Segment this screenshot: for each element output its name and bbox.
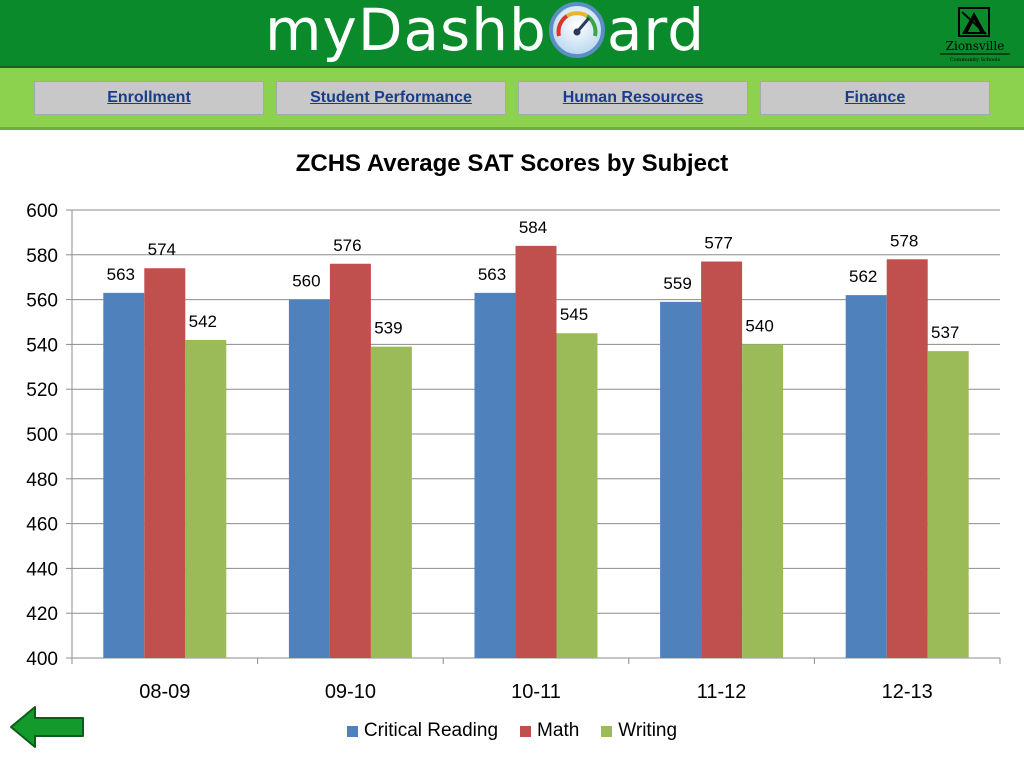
nav-finance[interactable]: Finance	[760, 81, 990, 115]
data-label-writing: 539	[374, 319, 402, 338]
legend-label-critical-reading: Critical Reading	[363, 720, 499, 741]
data-label-critical-reading: 562	[849, 267, 877, 286]
y-tick-label: 480	[26, 470, 58, 491]
logo-text-left: myDashb	[265, 0, 547, 64]
legend-item-critical-reading: Critical Reading	[346, 720, 499, 742]
data-label-critical-reading: 559	[663, 274, 691, 293]
y-tick-label: 560	[26, 291, 58, 312]
data-label-critical-reading: 563	[107, 265, 135, 284]
bar-math	[329, 263, 371, 658]
legend-swatch-writing	[601, 725, 613, 737]
x-tick-label: 11-12	[697, 681, 747, 703]
app-logo: myDashb ard	[265, 0, 705, 64]
y-tick-label: 580	[26, 246, 58, 267]
legend-item-math: Math	[520, 720, 579, 742]
bar-writing	[185, 339, 227, 658]
bar-math	[515, 245, 557, 658]
y-tick-label: 500	[26, 425, 58, 446]
bar-writing	[742, 344, 784, 658]
data-label-math: 576	[333, 236, 361, 255]
data-label-math: 578	[890, 231, 918, 250]
data-label-math: 574	[148, 240, 176, 259]
logo-text-right: ard	[606, 0, 706, 64]
legend-label-math: Math	[537, 720, 580, 741]
x-tick-label: 10-11	[511, 681, 561, 703]
x-tick-label: 09-10	[325, 681, 376, 703]
legend-swatch-critical-reading	[346, 725, 358, 737]
chart-legend: Critical Reading Math Writing	[0, 720, 1024, 742]
nav-human-resources[interactable]: Human Resources	[518, 81, 748, 115]
bar-critical-reading	[660, 301, 702, 658]
bar-critical-reading	[474, 292, 516, 658]
gauge-icon	[548, 2, 605, 58]
x-tick-label: 08-09	[139, 681, 190, 703]
y-tick-label: 520	[26, 380, 58, 401]
data-label-math: 584	[519, 218, 547, 237]
bar-critical-reading	[845, 295, 887, 658]
data-label-critical-reading: 563	[478, 265, 506, 284]
data-label-writing: 542	[189, 312, 217, 331]
bar-math	[144, 268, 186, 658]
bar-math	[701, 261, 743, 658]
nav-bar: Enrollment Student Performance Human Res…	[0, 68, 1024, 130]
legend-swatch-math	[520, 725, 532, 737]
y-tick-label: 460	[26, 515, 58, 536]
nav-enrollment[interactable]: Enrollment	[34, 81, 264, 115]
bar-math	[886, 259, 928, 658]
y-tick-label: 420	[26, 604, 58, 625]
data-label-critical-reading: 560	[292, 272, 320, 291]
back-arrow-icon[interactable]	[8, 704, 86, 750]
bar-critical-reading	[288, 299, 330, 658]
bar-writing	[556, 333, 598, 658]
bar-critical-reading	[103, 292, 145, 658]
brand-name: Zionsville	[946, 39, 1005, 53]
data-label-writing: 537	[931, 323, 959, 342]
district-logo: Zionsville Community Schools	[940, 7, 1010, 63]
legend-item-writing: Writing	[601, 720, 677, 742]
legend-label-writing: Writing	[618, 720, 678, 741]
data-label-math: 577	[704, 234, 732, 253]
x-tick-label: 12-13	[882, 681, 933, 703]
chart-title: ZCHS Average SAT Scores by Subject	[295, 150, 729, 177]
y-tick-label: 600	[26, 201, 58, 222]
brand-sub: Community Schools	[950, 57, 1001, 63]
bar-writing	[927, 351, 969, 658]
nav-student-performance[interactable]: Student Performance	[276, 81, 506, 115]
data-label-writing: 545	[560, 305, 588, 324]
bar-writing	[370, 346, 412, 658]
y-tick-label: 440	[26, 559, 58, 580]
sat-bar-chart: 400 420 440 460 480 500 520 540 560 580 600 563 574 5…	[26, 201, 1001, 703]
y-tick-label: 540	[26, 335, 58, 356]
app-header: myDashb ard Zionsville Community Schools	[0, 0, 1024, 68]
y-tick-label: 400	[26, 649, 58, 670]
data-label-writing: 540	[745, 316, 773, 335]
